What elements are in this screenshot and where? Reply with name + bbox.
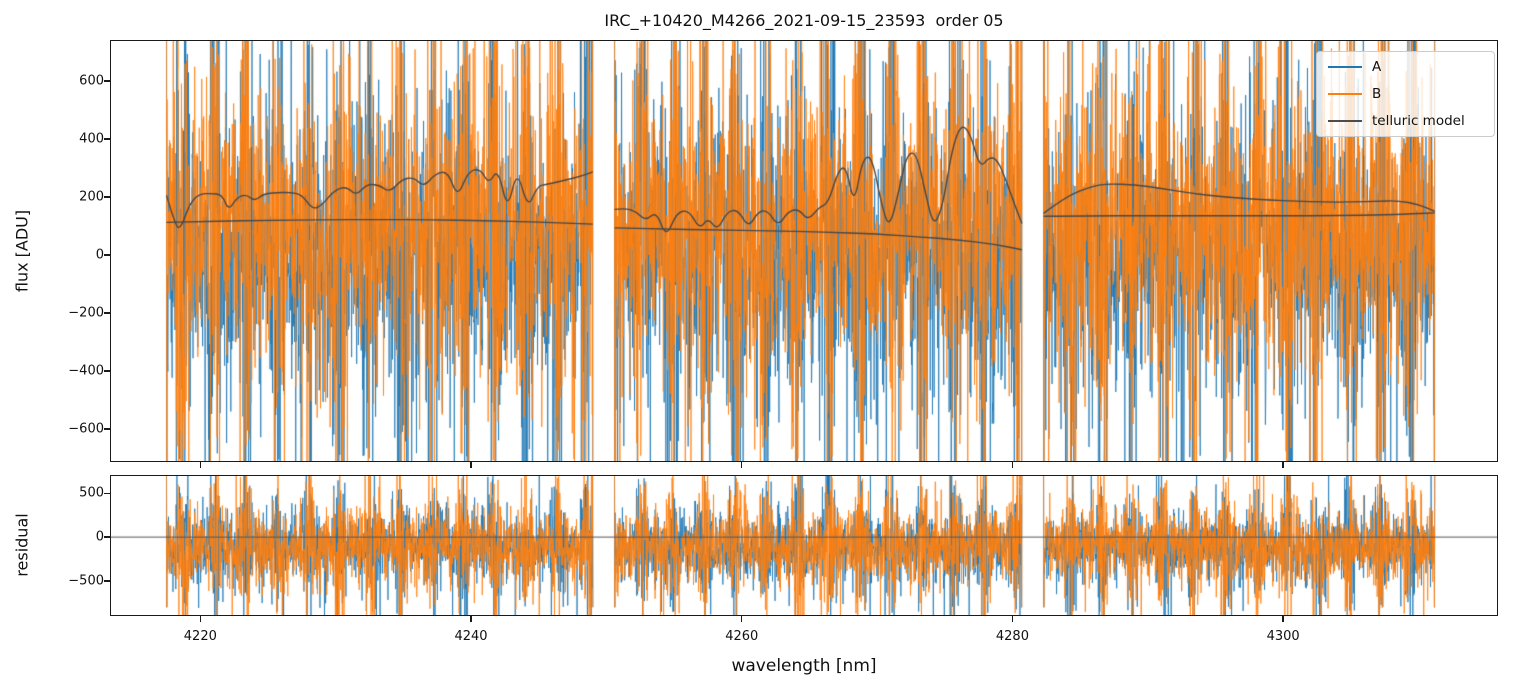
x-tick-label: 4220: [183, 629, 217, 644]
x-tick-mark: [1011, 616, 1014, 622]
y-tick-label: 200: [79, 189, 104, 205]
legend-entry-a: A: [1317, 54, 1494, 80]
residual-plot-canvas: [111, 476, 1497, 615]
y-tick-mark: [104, 536, 110, 538]
series-b-line-swatch: [1328, 92, 1362, 95]
x-tick-mark: [740, 616, 743, 622]
legend-label-b: B: [1372, 85, 1382, 102]
y-tick-label: −600: [68, 421, 104, 437]
flux-plot-canvas: [111, 41, 1497, 461]
series-a-line-swatch: [1328, 66, 1362, 69]
y-tick-label: −400: [68, 363, 104, 379]
y-tick-mark: [104, 312, 110, 314]
y-tick-label: 600: [79, 73, 104, 89]
flux-panel: [110, 40, 1498, 462]
x-tick-mark: [199, 462, 202, 468]
x-tick-mark: [1282, 616, 1284, 622]
y-tick-label: 400: [79, 131, 104, 147]
plot-title: IRC_+10420_M4266_2021-09-15_23593 order …: [604, 11, 1004, 30]
residual-axis-label: residual: [12, 513, 32, 577]
y-tick-label: 500: [79, 485, 104, 501]
y-tick-label: 0: [95, 247, 104, 263]
x-tick-mark: [199, 616, 202, 622]
y-tick-mark: [104, 80, 110, 82]
y-tick-label: −200: [68, 305, 104, 321]
x-tick-label: 4240: [454, 629, 488, 644]
y-tick-mark: [104, 428, 110, 430]
y-tick-mark: [104, 254, 110, 256]
x-tick-mark: [1011, 462, 1014, 468]
y-tick-label: −500: [68, 573, 104, 589]
y-tick-mark: [104, 492, 110, 495]
wavelength-axis-label: wavelength [nm]: [731, 656, 877, 676]
y-tick-label: 0: [95, 529, 104, 545]
x-tick-mark: [470, 462, 472, 468]
y-tick-mark: [104, 196, 110, 198]
legend-entry-telluric-model: telluric model: [1317, 108, 1494, 134]
x-tick-mark: [1282, 462, 1284, 468]
x-tick-mark: [470, 616, 472, 622]
y-tick-mark: [104, 138, 110, 140]
x-tick-label: 4260: [725, 629, 759, 644]
legend-entry-b: B: [1317, 81, 1494, 107]
x-tick-mark: [740, 462, 743, 468]
x-tick-label: 4300: [1266, 629, 1300, 644]
x-tick-label: 4280: [995, 629, 1029, 644]
legend-label-a: A: [1372, 59, 1382, 76]
y-tick-mark: [104, 580, 110, 582]
telluric-model-line-swatch: [1328, 119, 1362, 122]
residual-panel: [110, 475, 1498, 616]
legend: A B telluric model: [1316, 51, 1495, 137]
y-tick-mark: [104, 370, 110, 372]
legend-label-telluric-model: telluric model: [1372, 112, 1465, 129]
